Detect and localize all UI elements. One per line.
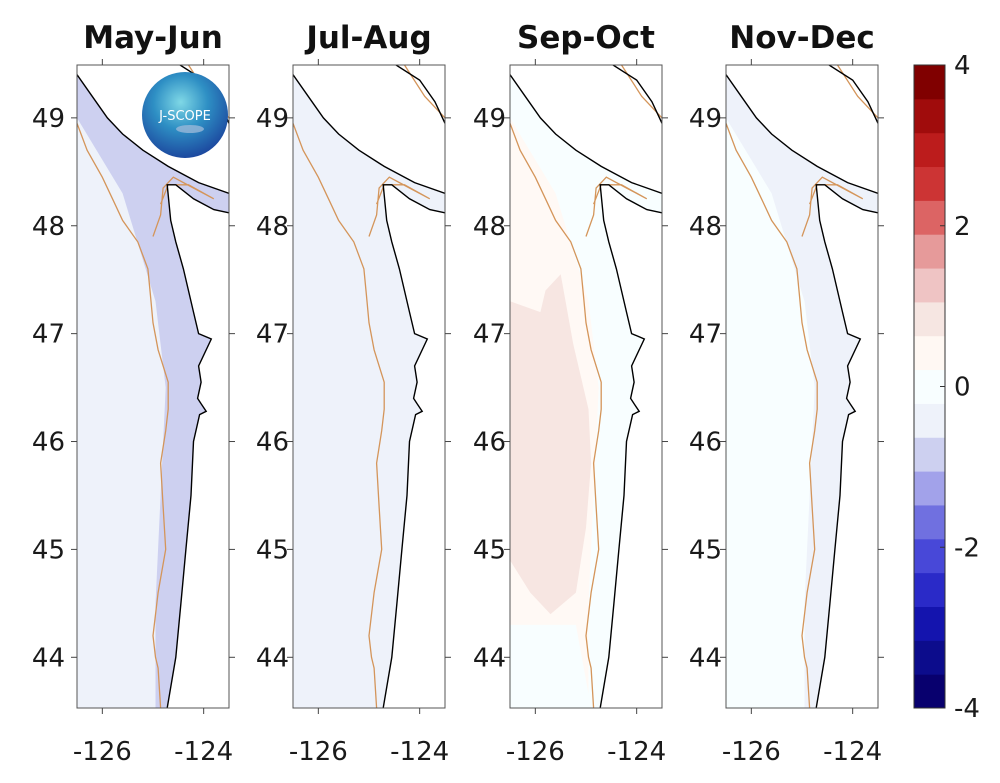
colorbar-segment [914, 403, 945, 438]
coastline [815, 184, 878, 708]
y-tick-label: 45 [256, 535, 289, 565]
coastline [510, 74, 662, 195]
coastline [611, 65, 662, 124]
colorbar-segment [914, 301, 945, 337]
x-tick-label: -124 [607, 737, 666, 767]
colorbar-segment [914, 437, 945, 472]
y-tick-label: 49 [32, 104, 65, 134]
colorbar-tick-label: 0 [954, 373, 971, 403]
y-tick-label: 44 [256, 643, 289, 673]
x-tick-label: -126 [506, 737, 565, 767]
colorbar-segment [914, 538, 945, 574]
weak-anomaly-region [510, 624, 592, 708]
map-panel: Sep-Oct 49 48 47 46 45 44 -126 -124 [473, 20, 668, 767]
colorbar-tick-label: 2 [954, 212, 971, 242]
positive-anomaly-region [510, 274, 592, 615]
isobath-contour [510, 123, 602, 708]
coastline [293, 74, 445, 195]
y-tick-label: 46 [473, 428, 506, 458]
colorbar-segment [914, 268, 945, 303]
land [167, 184, 229, 708]
x-tick-label: -124 [823, 737, 882, 767]
y-tick-label: 47 [32, 320, 65, 350]
colorbar-segment [914, 200, 945, 235]
y-tick-label: 46 [256, 428, 289, 458]
y-tick-label: 48 [32, 212, 65, 242]
fish-icon [176, 125, 204, 133]
y-tick-label: 45 [32, 535, 65, 565]
y-tick-label: 44 [32, 643, 65, 673]
coastline [77, 74, 229, 195]
y-tick-label: 47 [473, 320, 506, 350]
y-tick-label: 47 [256, 320, 289, 350]
land [600, 184, 662, 708]
y-tick-label: 46 [32, 428, 65, 458]
logo-text: J-SCOPE [158, 109, 211, 124]
panel-frame [292, 64, 446, 709]
colorbar-segment [914, 234, 945, 269]
coastline [394, 65, 445, 124]
y-tick-label: 49 [473, 104, 506, 134]
colorbar-segment [914, 504, 945, 540]
colorbar-segment [914, 640, 945, 675]
map-panels: May-Jun 49 48 47 46 45 44 -126 -124 Jul-Aug 49 48 47… [32, 20, 884, 767]
coastline [827, 65, 878, 124]
y-tick-label: 44 [689, 643, 722, 673]
colorbar-segment [914, 65, 945, 100]
y-tick-label: 48 [256, 212, 289, 242]
land [816, 184, 878, 708]
y-tick-label: 47 [689, 320, 722, 350]
colorbar-tick-label: -4 [954, 694, 980, 724]
y-tick-label: 48 [473, 212, 506, 242]
colorbar-segment [914, 166, 945, 201]
isobath-contour [293, 123, 385, 708]
colorbar: 4 2 0 -2 -4 [913, 51, 980, 724]
y-tick-label: 48 [689, 212, 722, 242]
x-tick-label: -126 [722, 737, 781, 767]
y-tick-label: 46 [689, 428, 722, 458]
map-panel: May-Jun 49 48 47 46 45 44 -126 -124 [32, 20, 235, 767]
logo-circle [142, 72, 228, 158]
x-tick-label: -126 [289, 737, 348, 767]
land [293, 65, 445, 194]
colorbar-tick-label: 4 [954, 51, 971, 81]
map-panel: Nov-Dec 49 48 47 46 45 44 -126 -124 [689, 20, 884, 767]
y-tick-label: 49 [689, 104, 722, 134]
coastline [382, 184, 445, 708]
x-tick-label: -126 [73, 737, 132, 767]
colorbar-segment [914, 132, 945, 168]
panel-title: Nov-Dec [729, 20, 874, 56]
panel-frame [509, 64, 663, 709]
land [510, 65, 662, 194]
land [726, 65, 878, 194]
coastline [166, 184, 229, 708]
colorbar-segment [914, 369, 945, 404]
y-tick-label: 44 [473, 643, 506, 673]
j-scope-logo: J-SCOPE [142, 72, 228, 158]
y-tick-label: 45 [689, 535, 722, 565]
colorbar-segment [914, 674, 945, 709]
coastline [599, 184, 662, 708]
coastline [726, 74, 878, 195]
land [383, 184, 445, 708]
y-tick-label: 45 [473, 535, 506, 565]
panel-title: Jul-Aug [304, 20, 431, 56]
isobath-contour [726, 123, 818, 708]
colorbar-segment [914, 98, 945, 134]
panel-title: May-Jun [83, 20, 223, 56]
colorbar-tick-label: -2 [954, 533, 980, 563]
panel-title: Sep-Oct [517, 20, 655, 56]
panel-frame [725, 64, 879, 709]
y-tick-label: 49 [256, 104, 289, 134]
colorbar-segment [914, 471, 945, 506]
x-tick-label: -124 [390, 737, 449, 767]
isobath-contour [77, 123, 169, 708]
colorbar-segment [914, 572, 945, 607]
colorbar-segment [914, 606, 945, 641]
x-tick-label: -124 [174, 737, 233, 767]
map-panel: Jul-Aug 49 48 47 46 45 44 -126 -124 [256, 20, 451, 767]
colorbar-segment [914, 335, 945, 371]
panel-frame [76, 64, 230, 709]
